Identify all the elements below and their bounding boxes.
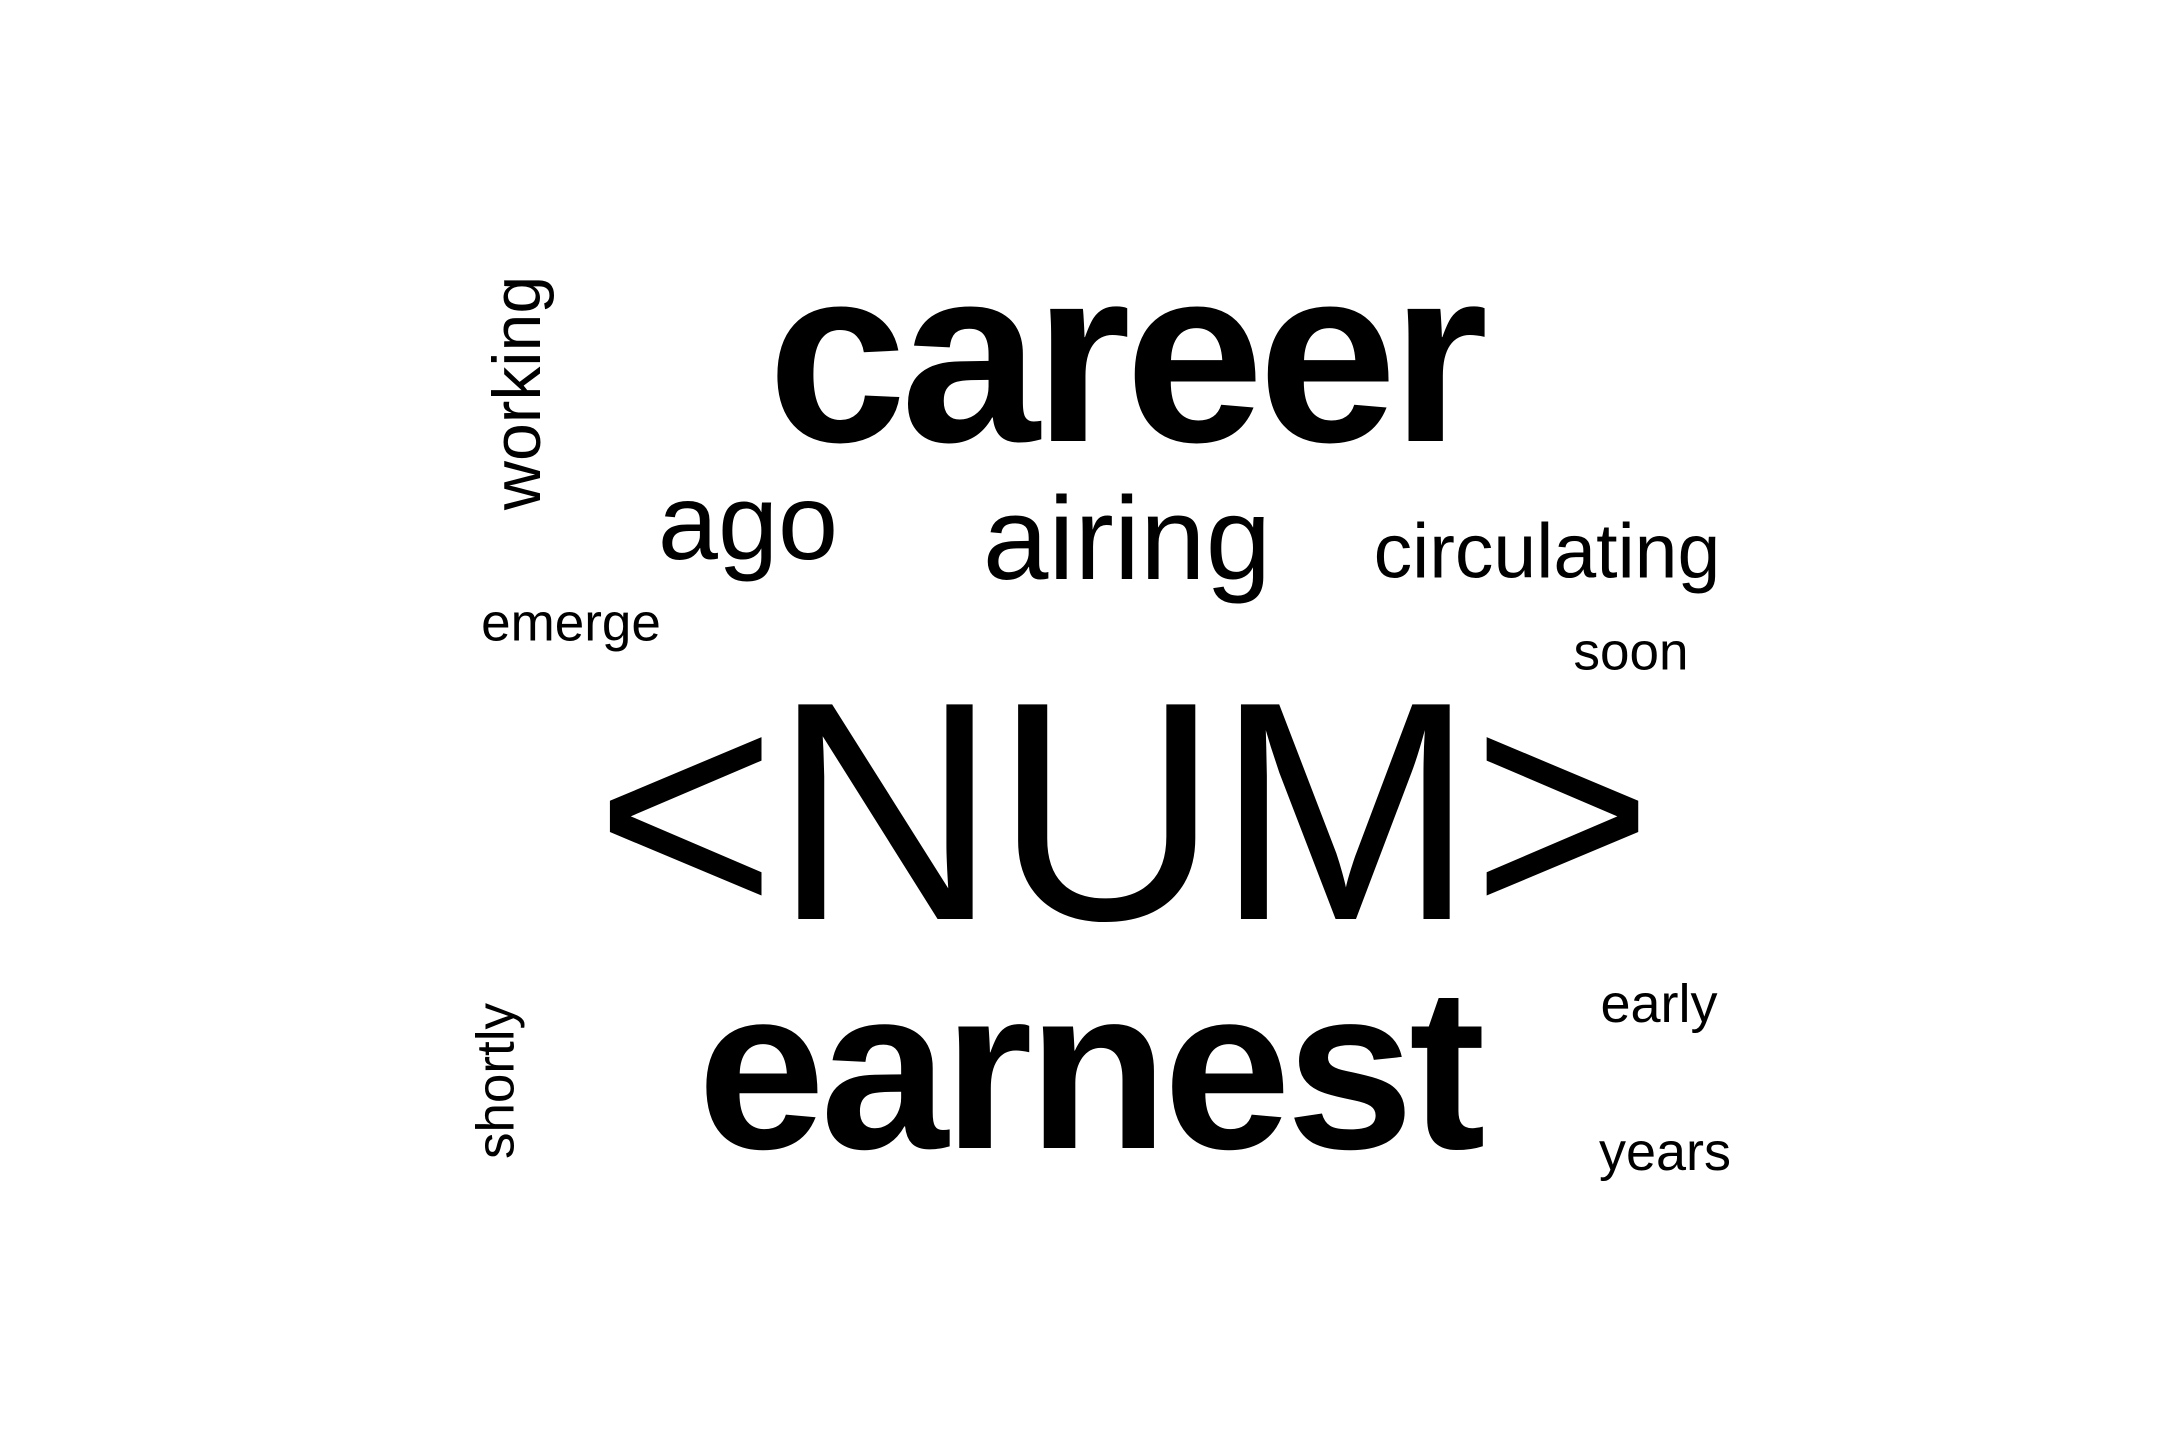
word-working: working bbox=[479, 275, 555, 511]
word-career: career bbox=[767, 215, 1489, 494]
word-airing: airing bbox=[982, 473, 1272, 605]
word-circulating: circulating bbox=[1373, 508, 1721, 595]
word-early: early bbox=[1600, 974, 1718, 1034]
word-ago: ago bbox=[657, 461, 839, 582]
word-earnest: earnest bbox=[697, 940, 1485, 1197]
word-num: <NUM> bbox=[594, 638, 1654, 986]
word-emerge: emerge bbox=[481, 593, 661, 653]
word-years: years bbox=[1598, 1122, 1732, 1182]
word-shortly: shortly bbox=[466, 1002, 526, 1160]
word-soon: soon bbox=[1573, 622, 1689, 682]
